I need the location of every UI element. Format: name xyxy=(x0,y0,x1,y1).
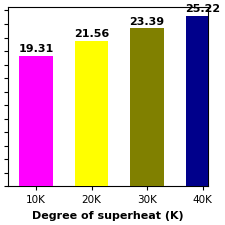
Bar xyxy=(75,40,108,186)
Text: 19.31: 19.31 xyxy=(18,44,54,54)
X-axis label: Degree of superheat (K): Degree of superheat (K) xyxy=(32,211,184,221)
Bar xyxy=(130,28,164,186)
Text: 21.56: 21.56 xyxy=(74,29,109,39)
Text: 25.22: 25.22 xyxy=(185,4,220,14)
Text: 23.39: 23.39 xyxy=(130,17,165,27)
Bar xyxy=(19,56,53,186)
Bar xyxy=(186,16,219,186)
